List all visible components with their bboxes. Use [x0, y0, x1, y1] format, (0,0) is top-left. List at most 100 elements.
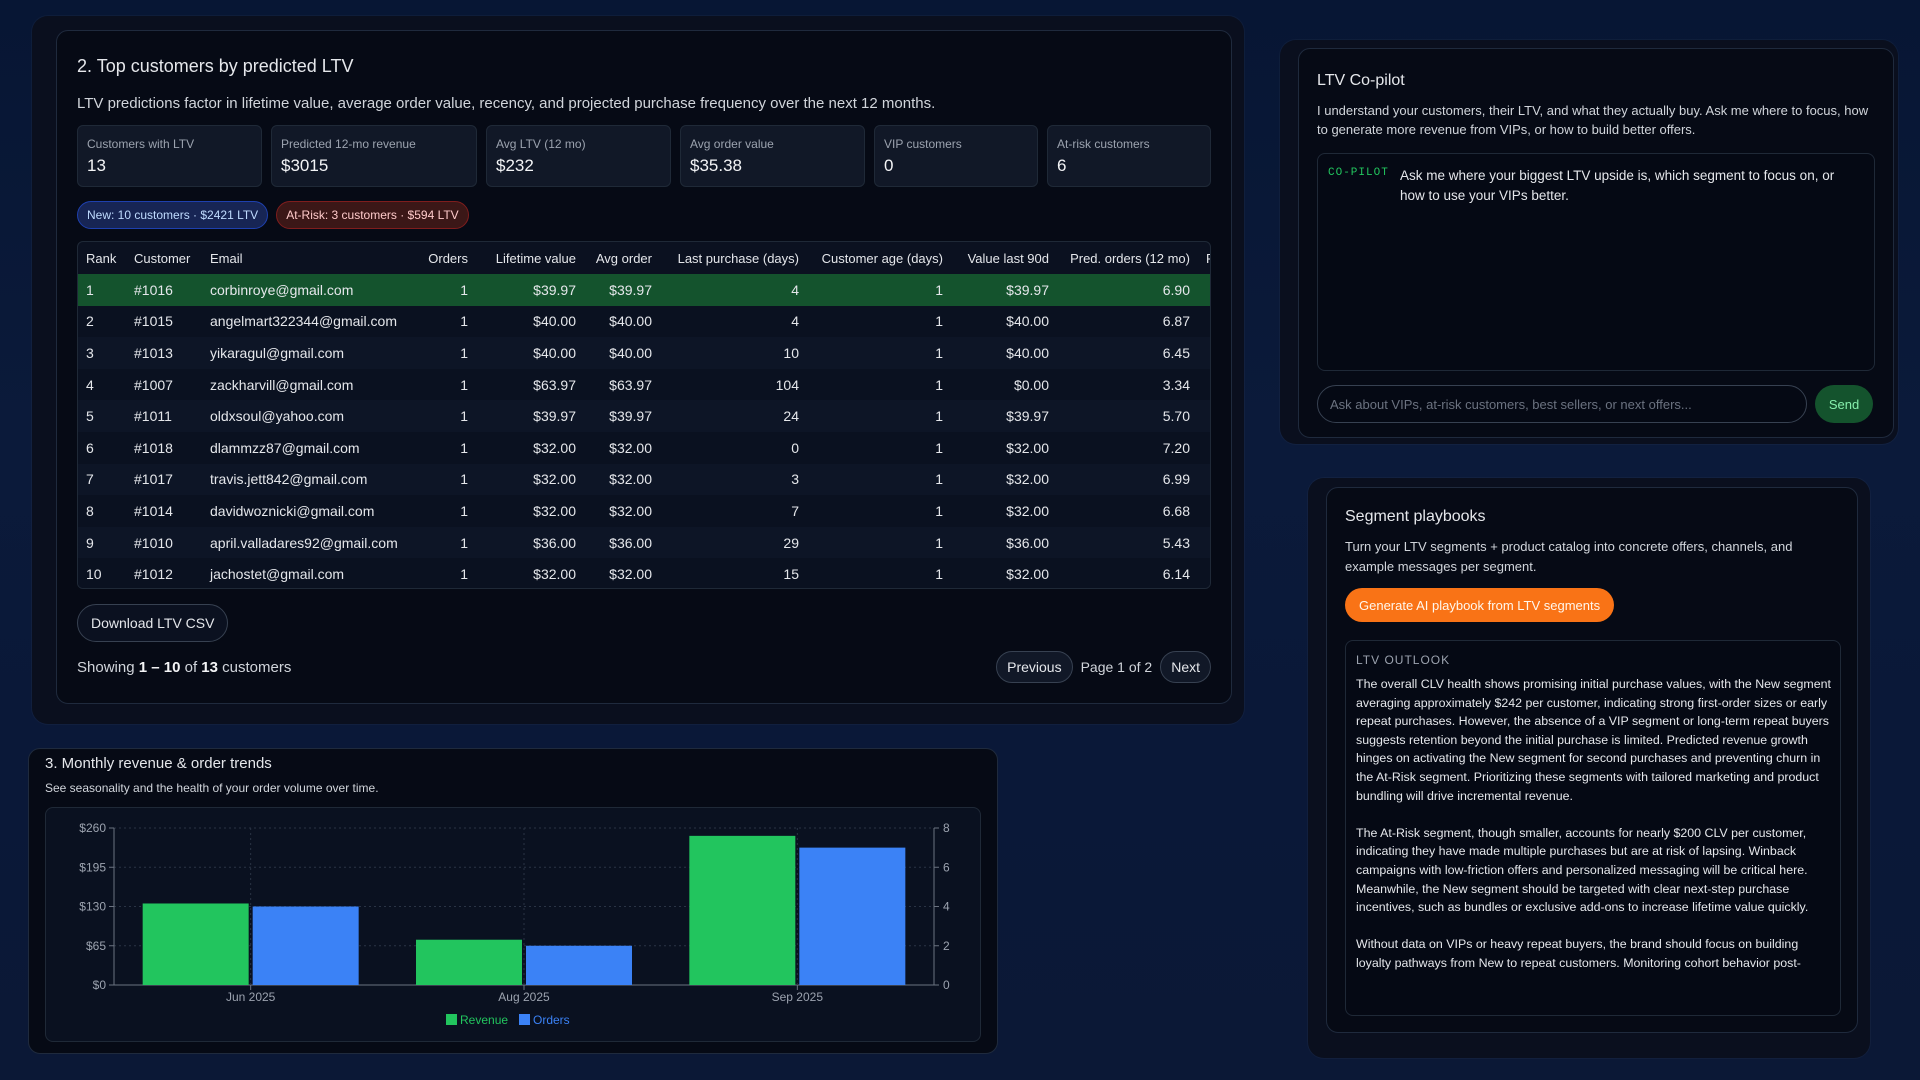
table-row[interactable]: 2 #1015 angelmart322344@gmail.com 1 $40.00 $4…: [78, 305, 1210, 338]
table-row[interactable]: 8 #1014 davidwoznicki@gmail.com 1 $32.00 $32.…: [78, 495, 1210, 527]
right-axis-tick-label: 2: [943, 939, 950, 953]
pagination-controls: Previous Page 1 of 2 Next: [996, 651, 1211, 683]
cell-rank: 1: [86, 281, 94, 298]
cell-rank: 10: [86, 566, 102, 583]
cell-avg-order: $36.00: [609, 534, 652, 551]
ltv-table: Rank Customer Email Orders Lifetime valu…: [78, 242, 1210, 588]
copilot-title: LTV Co-pilot: [1317, 72, 1405, 89]
showing-prefix: Showing: [77, 659, 139, 676]
table-row[interactable]: 4 #1007 zackharvill@gmail.com 1 $63.97 $63.97…: [78, 368, 1210, 401]
showing-total: 13: [201, 659, 218, 676]
next-page-button[interactable]: Next: [1160, 651, 1211, 683]
table-row[interactable]: 3 #1013 yikaragul@gmail.com 1 $40.00 $40.00 10…: [78, 337, 1210, 369]
cell-last-purchase-days: 10: [783, 344, 799, 361]
column-header-email[interactable]: Email: [210, 250, 243, 266]
copilot-question-input[interactable]: [1317, 385, 1807, 423]
column-header-pred-orders[interactable]: Pred. orders (12 mo): [1070, 250, 1190, 266]
cell-orders: 1: [460, 566, 468, 583]
cell-truncated: [1198, 464, 1210, 496]
cell-customer-id: #1018: [134, 439, 173, 456]
column-header-customer-age[interactable]: Customer age (days): [821, 250, 943, 266]
cell-avg-order: $32.00: [609, 502, 652, 519]
cell-lifetime-value: $32.00: [533, 502, 576, 519]
ltv-table-wrapper[interactable]: Rank Customer Email Orders Lifetime valu…: [77, 241, 1211, 589]
cell-truncated: [1198, 369, 1210, 401]
trends-description: See seasonality and the health of your o…: [45, 781, 379, 795]
cell-orders: 1: [460, 376, 468, 393]
table-row[interactable]: 9 #1010 april.valladares92@gmail.com 1 $36.0…: [78, 526, 1210, 559]
stat-value: 0: [884, 156, 894, 175]
cell-rank: 9: [86, 534, 94, 551]
showing-of: of: [180, 659, 202, 676]
new-segment-badge[interactable]: New: 10 customers · $2421 LTV: [77, 201, 269, 229]
generate-playbook-button[interactable]: Generate AI playbook from LTV segments: [1345, 588, 1615, 622]
trends-panel: 3. Monthly revenue & order trends See se…: [28, 748, 998, 1054]
ltv-outlook-box[interactable]: LTV OUTLOOK The overall CLV health shows…: [1345, 640, 1841, 1016]
column-header-lifetime-value[interactable]: Lifetime value: [495, 250, 576, 266]
cell-orders: 1: [460, 534, 468, 551]
stat-label: VIP customers: [884, 137, 962, 151]
stat-label: Avg order value: [690, 137, 774, 151]
cell-customer-age-days: 1: [935, 376, 943, 393]
column-header-customer[interactable]: Customer: [134, 250, 191, 266]
cell-pred-orders: 6.87: [1162, 313, 1190, 330]
stat-label: Customers with LTV: [87, 137, 195, 151]
table-row[interactable]: 7 #1017 travis.jett842@gmail.com 1 $32.00 $32…: [78, 463, 1210, 496]
table-row[interactable]: 10 #1012 jachostet@gmail.com 1 $32.00 $32.00 1…: [78, 558, 1210, 588]
cell-lifetime-value: $36.00: [533, 534, 576, 551]
cell-truncated: [1198, 274, 1210, 306]
copilot-chat-log[interactable]: CO-PILOT Ask me where your biggest LTV u…: [1317, 153, 1875, 371]
previous-page-button[interactable]: Previous: [996, 651, 1073, 683]
column-header-rank[interactable]: Rank: [86, 250, 117, 266]
download-ltv-csv-button[interactable]: Download LTV CSV: [77, 604, 229, 642]
trends-title: 3. Monthly revenue & order trends: [45, 755, 272, 772]
legend-swatch-orders: [519, 1014, 530, 1025]
cell-customer-id: #1012: [134, 566, 173, 583]
cell-truncated: [1198, 558, 1210, 588]
ltv-stats-row: Customers with LTV 13 Predicted 12-mo re…: [77, 125, 1211, 187]
legend-label-revenue: Revenue: [460, 1013, 508, 1027]
table-row[interactable]: 5 #1011 oldxsoul@yahoo.com 1 $39.97 $39.97 24 1…: [78, 400, 1210, 432]
trends-chart: $0 $65 $130 $195 $260 0 2 4 6 8 Jun 2025 Aug 2025 Se…: [45, 807, 981, 1042]
cell-customer-age-days: 1: [935, 566, 943, 583]
column-header-orders[interactable]: Orders: [428, 250, 468, 266]
cell-orders: 1: [460, 471, 468, 488]
cell-customer-id: #1014: [134, 502, 173, 519]
cell-rank: 2: [86, 313, 94, 330]
copilot-send-button[interactable]: Send: [1815, 385, 1873, 423]
cell-email: corbinroye@gmail.com: [210, 281, 354, 298]
cell-last-purchase-days: 0: [791, 439, 799, 456]
column-header-truncated[interactable]: P: [1198, 242, 1210, 274]
bar-orders: [526, 945, 632, 985]
copilot-description: I understand your customers, their LTV, …: [1317, 103, 1869, 137]
cell-customer-id: #1016: [134, 281, 173, 298]
at-risk-segment-badge[interactable]: At-Risk: 3 customers · $594 LTV: [276, 201, 469, 229]
cell-orders: 1: [460, 313, 468, 330]
cell-value-last-90d: $32.00: [1006, 566, 1049, 583]
playbooks-panel: Segment playbooks Turn your LTV segments…: [1326, 487, 1858, 1033]
table-row[interactable]: 1 #1016 corbinroye@gmail.com 1 $39.97 $39.97 4…: [78, 274, 1210, 306]
stat-card-vip-customers: VIP customers 0: [874, 125, 1038, 187]
cell-pred-orders: 3.34: [1162, 376, 1190, 393]
bar-revenue: [142, 903, 249, 985]
table-row[interactable]: 6 #1018 dlammzz87@gmail.com 1 $32.00 $32.00 0 1…: [78, 431, 1210, 464]
cell-value-last-90d: $32.00: [1006, 502, 1049, 519]
stat-card-avg-ltv: Avg LTV (12 mo) $232: [486, 125, 671, 187]
cell-customer-age-days: 1: [935, 313, 943, 330]
stat-card-customers-with-ltv: Customers with LTV 13: [77, 125, 262, 187]
cell-last-purchase-days: 3: [791, 471, 799, 488]
segment-badges: New: 10 customers · $2421 LTV At-Risk: 3…: [77, 201, 469, 229]
stat-label: Predicted 12-mo revenue: [281, 137, 416, 151]
table-header-row: Rank Customer Email Orders Lifetime valu…: [78, 242, 1210, 274]
column-header-last-purchase[interactable]: Last purchase (days): [677, 250, 799, 266]
ltv-section-description: LTV predictions factor in lifetime value…: [77, 95, 936, 112]
showing-range: 1 – 10: [138, 659, 181, 676]
column-header-value-last-90d[interactable]: Value last 90d: [967, 250, 1049, 266]
cell-rank: 7: [86, 471, 94, 488]
column-header-avg-order[interactable]: Avg order: [595, 250, 652, 266]
cell-pred-orders: 5.43: [1162, 534, 1190, 551]
ltv-outlook-heading: LTV OUTLOOK: [1356, 653, 1451, 667]
cell-value-last-90d: $32.00: [1006, 439, 1049, 456]
cell-pred-orders: 6.68: [1162, 502, 1190, 519]
cell-customer-id: #1007: [134, 376, 173, 393]
